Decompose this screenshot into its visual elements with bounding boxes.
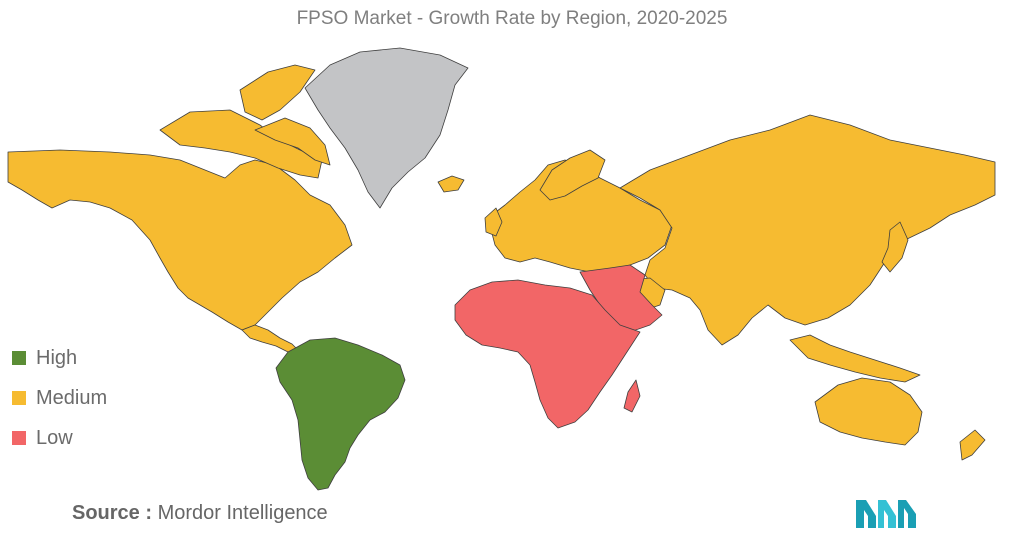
map-title: FPSO Market - Growth Rate by Region, 202… (296, 8, 728, 29)
source-label: Source : (72, 502, 153, 524)
region-baffin (254, 117, 331, 166)
legend-swatch-high (12, 351, 26, 365)
region-north-america (7, 149, 353, 331)
legend-swatch-medium (12, 391, 26, 405)
region-scandinavia (539, 149, 606, 201)
region-canada-arctic (239, 64, 316, 121)
region-madagascar (623, 379, 641, 413)
region-africa (454, 279, 641, 429)
region-europe (487, 159, 673, 273)
region-greenland (304, 47, 469, 209)
legend-item-low: Low (12, 418, 107, 458)
region-uk (484, 207, 503, 237)
region-iceland (437, 175, 465, 193)
legend-item-medium: Medium (12, 378, 107, 418)
region-japan (881, 221, 909, 273)
region-australia (814, 377, 923, 446)
legend-item-high: High (12, 338, 107, 378)
region-new-zealand (959, 429, 986, 461)
region-south-america (275, 337, 406, 491)
legend-label-low: Low (36, 426, 73, 449)
region-asia (619, 114, 996, 346)
legend: High Medium Low (12, 338, 107, 458)
legend-swatch-low (12, 431, 26, 445)
region-sea-islands (789, 334, 921, 383)
region-canada-islands (159, 109, 323, 179)
mordor-intelligence-logo-icon (856, 500, 916, 528)
region-central-america (241, 324, 299, 353)
source-note: Source : Mordor Intelligence (72, 502, 328, 525)
legend-label-medium: Medium (36, 386, 108, 409)
source-value: Mordor Intelligence (157, 502, 328, 524)
legend-label-high: High (36, 346, 78, 369)
